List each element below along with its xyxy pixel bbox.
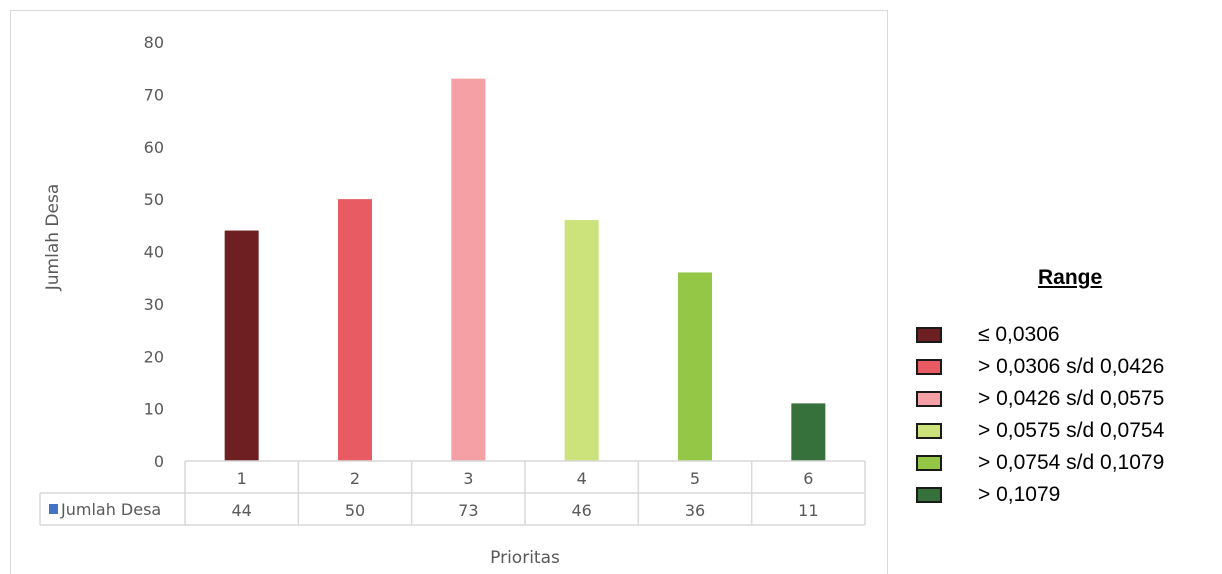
- x-tick-label: 4: [577, 469, 587, 488]
- bar-6: [791, 403, 826, 461]
- table-value: 46: [571, 501, 591, 520]
- y-tick-label: 20: [144, 347, 164, 366]
- y-axis-title: Jumlah Desa: [43, 184, 63, 292]
- legend-item: ≤ 0,0306: [916, 320, 1060, 350]
- table-column-dividers: [297, 461, 866, 525]
- x-tick-label: 1: [237, 469, 247, 488]
- data-table: 1 2 3 4 5 6 44 50 73 46 36 11 Jumlah Desa: [39, 460, 866, 526]
- x-tick-label: 2: [350, 469, 360, 488]
- y-tick-label: 0: [154, 452, 164, 471]
- legend-item: > 0,0754 s/d 0,1079: [916, 448, 1164, 478]
- legend-label: ≤ 0,0306: [978, 323, 1060, 346]
- legend-swatch: [916, 487, 942, 503]
- legend-item: > 0,0426 s/d 0,0575: [916, 384, 1164, 414]
- x-tick-label: 3: [463, 469, 473, 488]
- bar-3: [451, 78, 486, 461]
- legend-swatch: [916, 391, 942, 407]
- y-tick-label: 40: [144, 243, 164, 262]
- legend-swatch: [916, 327, 942, 343]
- legend-label: > 0,0306 s/d 0,0426: [978, 355, 1165, 378]
- x-axis-category-labels: 1 2 3 4 5 6: [237, 469, 814, 488]
- bars: [224, 78, 826, 461]
- table-value: 44: [231, 501, 251, 520]
- table-row-label: Jumlah Desa: [60, 500, 161, 519]
- y-tick-label: 10: [144, 400, 164, 419]
- bar-4: [564, 220, 599, 461]
- legend-label: > 0,0754 s/d 0,1079: [978, 451, 1165, 474]
- x-axis-title: Prioritas: [490, 548, 560, 568]
- legend-item: > 0,0306 s/d 0,0426: [916, 352, 1164, 382]
- y-tick-label: 60: [144, 138, 164, 157]
- bar-2: [338, 199, 372, 461]
- legend-label: > 0,1079: [978, 483, 1061, 506]
- legend: Range ≤ 0,0306 > 0,0306 s/d 0,0426 > 0,042…: [916, 0, 1222, 574]
- y-tick-label: 30: [144, 295, 164, 314]
- table-value: 36: [685, 501, 705, 520]
- y-axis-ticks: 0 10 20 30 40 50 60 70 80: [144, 33, 164, 471]
- bar-5: [678, 272, 712, 461]
- chart-frame: [10, 10, 888, 574]
- chart-plot: 0 10 20 30 40 50 60 70 80 1 2 3 4 5 6 44 50 73 46 36 11 Ju…: [39, 33, 866, 568]
- legend-item: > 0,0575 s/d 0,0754: [916, 416, 1164, 446]
- legend-swatch: [916, 359, 942, 375]
- legend-title: Range: [1038, 266, 1103, 289]
- bar-1: [224, 230, 259, 461]
- legend-label: > 0,0575 s/d 0,0754: [978, 419, 1165, 442]
- y-tick-label: 80: [144, 33, 164, 52]
- legend-label: > 0,0426 s/d 0,0575: [978, 387, 1165, 410]
- x-tick-label: 6: [803, 469, 813, 488]
- y-tick-label: 70: [144, 85, 164, 104]
- table-value: 11: [798, 501, 818, 520]
- table-value-cells: 44 50 73 46 36 11: [231, 501, 818, 520]
- legend-swatch: [916, 423, 942, 439]
- x-tick-label: 5: [690, 469, 700, 488]
- table-value: 50: [345, 501, 365, 520]
- legend-swatch: [916, 455, 942, 471]
- table-value: 73: [458, 501, 478, 520]
- legend-item: > 0,1079: [916, 480, 1060, 510]
- table-row-marker: [49, 504, 58, 514]
- y-tick-label: 50: [144, 190, 164, 209]
